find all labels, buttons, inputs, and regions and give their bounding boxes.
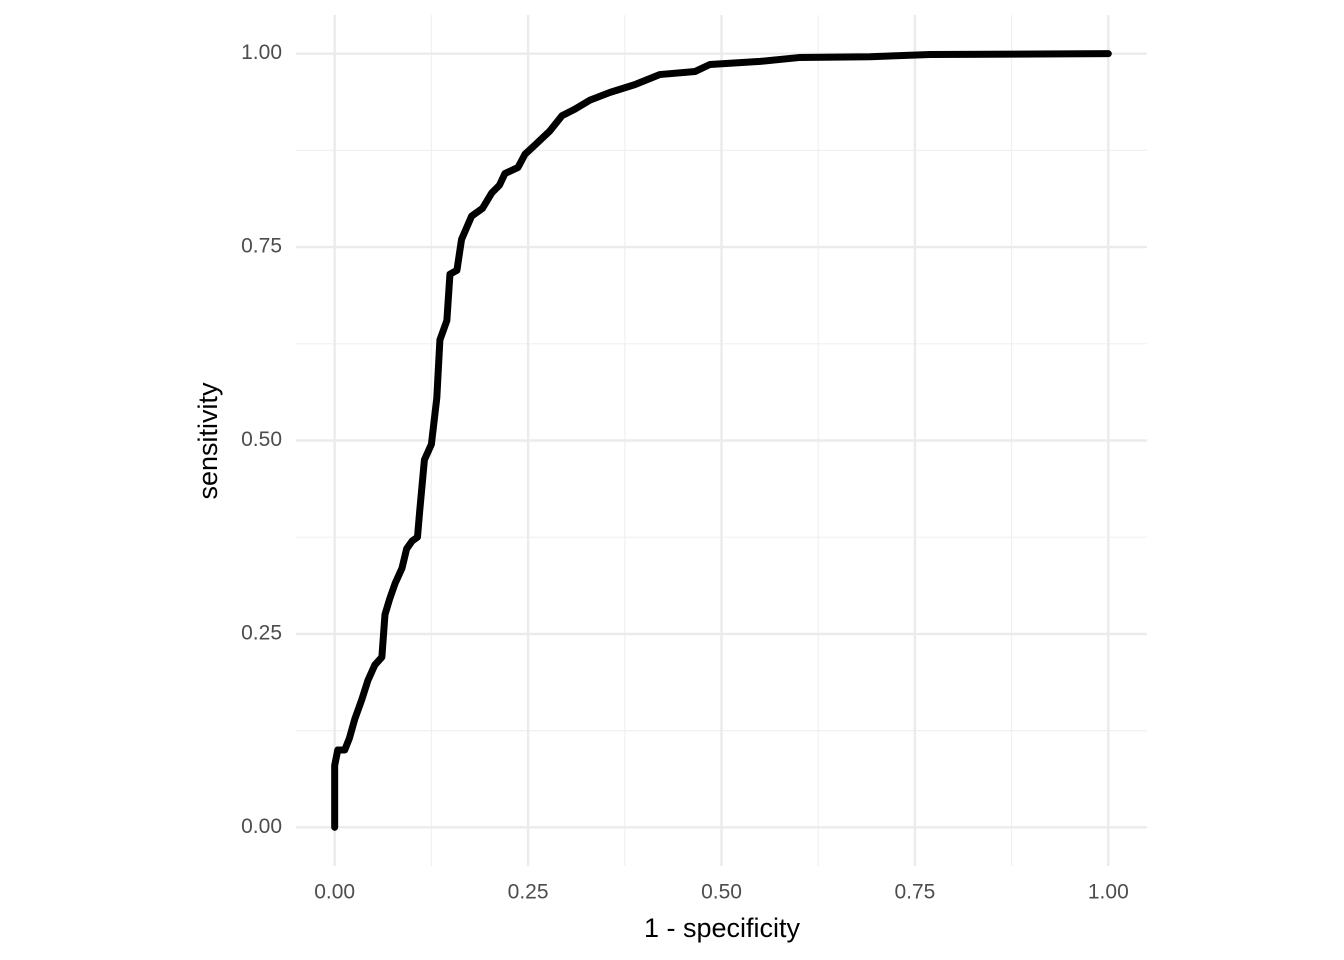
y-tick-label: 0.00 xyxy=(241,815,282,838)
x-tick-label: 1.00 xyxy=(1088,881,1129,904)
y-tick-label: 0.25 xyxy=(241,621,282,644)
roc-line xyxy=(331,50,1112,831)
y-tick-label: 0.75 xyxy=(241,235,282,258)
x-tick-label: 0.00 xyxy=(314,881,355,904)
x-tick-label: 0.75 xyxy=(894,881,935,904)
x-tick-label: 0.25 xyxy=(508,881,549,904)
y-axis-title: sensitivity xyxy=(193,382,223,500)
x-axis-title: 1 - specificity xyxy=(644,913,801,943)
y-tick-label: 1.00 xyxy=(241,41,282,64)
x-tick-label: 0.50 xyxy=(701,881,742,904)
y-tick-label: 0.50 xyxy=(241,428,282,451)
